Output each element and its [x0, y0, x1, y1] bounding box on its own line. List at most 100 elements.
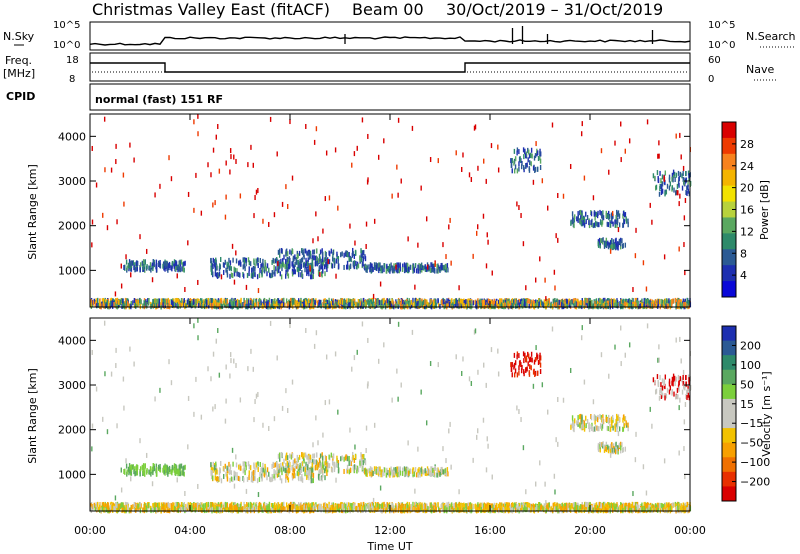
velocity-echo [167, 467, 170, 473]
velocity-echo [672, 381, 674, 387]
velocity-echo [149, 470, 151, 476]
power-echo [269, 116, 272, 122]
velocity-echo [391, 471, 394, 477]
power-echo [304, 267, 306, 273]
power-echo [655, 184, 658, 190]
velocity-echo [261, 470, 264, 476]
power-echo [557, 193, 559, 199]
power-echo [417, 268, 419, 274]
power-echo [627, 299, 630, 305]
power-echo [545, 296, 547, 302]
power-echo [465, 299, 467, 305]
velocity-echo [284, 477, 287, 483]
power-echo [465, 303, 467, 309]
velocity-echo [615, 421, 618, 427]
power-echo [514, 303, 517, 309]
power-echo [124, 301, 126, 307]
power-echo [134, 262, 136, 268]
power-echo [281, 303, 283, 309]
power-echo [518, 205, 520, 211]
velocity-echo [165, 467, 167, 473]
velocity-echo [622, 414, 625, 420]
power-echo [106, 299, 108, 305]
power-echo [403, 262, 406, 268]
power-echo [604, 240, 606, 246]
power-echo [155, 303, 158, 309]
power-echo [541, 178, 544, 184]
power-echo [683, 215, 686, 221]
power-echo [121, 298, 123, 304]
power-echo [176, 298, 179, 304]
power-echo [490, 299, 493, 305]
power-echo [514, 299, 517, 305]
power-echo [391, 265, 393, 271]
power-echo [561, 299, 563, 305]
power-echo [602, 237, 604, 243]
power-echo [431, 267, 433, 273]
power-echo [534, 277, 537, 283]
power-echo [289, 249, 291, 255]
velocity-echo [376, 467, 379, 473]
power-echo [282, 301, 285, 307]
power-echo [102, 212, 104, 218]
power-echo [107, 301, 110, 307]
velocity-echo [665, 507, 668, 513]
power-echo [193, 299, 195, 305]
power-echo [672, 173, 675, 179]
velocity-echo [656, 374, 659, 380]
power-echo [372, 266, 374, 272]
cpid-panel: CPID normal (fast) 151 RF [6, 83, 691, 111]
power-echo [352, 247, 354, 253]
power-echo [308, 303, 311, 309]
velocity-echo [287, 477, 290, 483]
power-echo [299, 259, 301, 265]
power-echo [229, 169, 231, 175]
velocity-echo [320, 462, 322, 468]
power-echo [212, 300, 214, 306]
power-echo [179, 302, 181, 308]
power-echo [142, 303, 144, 309]
power-echo [314, 255, 317, 261]
power-echo [312, 298, 315, 304]
power-echo [477, 165, 479, 171]
velocity-echo [685, 394, 687, 400]
power-echo [391, 267, 394, 273]
power-echo [504, 302, 506, 308]
velocity-echo [242, 468, 244, 474]
power-echo [315, 255, 318, 261]
power-echo [266, 271, 268, 277]
velocity-echo [177, 471, 179, 477]
power-echo [446, 263, 449, 269]
power-echo [599, 243, 601, 249]
velocity-echo [617, 449, 619, 455]
velocity-echo [609, 446, 611, 452]
power-echo [643, 301, 645, 307]
power-echo [296, 266, 299, 272]
power-echo [550, 302, 552, 308]
velocity-echo [353, 457, 356, 463]
power-echo [181, 302, 183, 308]
velocity-echo [171, 464, 174, 470]
freq-tick-low: 8 [69, 74, 75, 85]
velocity-echo [361, 454, 363, 460]
power-echo [306, 270, 308, 276]
power-echo [111, 303, 114, 309]
velocity-echo [359, 460, 361, 466]
power-echo [688, 175, 690, 181]
power-echo [618, 238, 621, 244]
power-echo [254, 302, 257, 308]
velocity-echo [166, 465, 169, 471]
velocity-echo [654, 389, 657, 395]
velocity-echo [325, 468, 328, 474]
velocity-echo [396, 466, 398, 472]
velocity-echo [288, 467, 290, 473]
power-echo [352, 262, 355, 268]
power-echo [618, 213, 621, 219]
power-echo [317, 303, 319, 309]
power-echo [318, 265, 321, 271]
power-echo [229, 302, 231, 308]
power-echo [678, 201, 680, 207]
power-echo [203, 299, 205, 305]
power-echo [439, 267, 441, 273]
